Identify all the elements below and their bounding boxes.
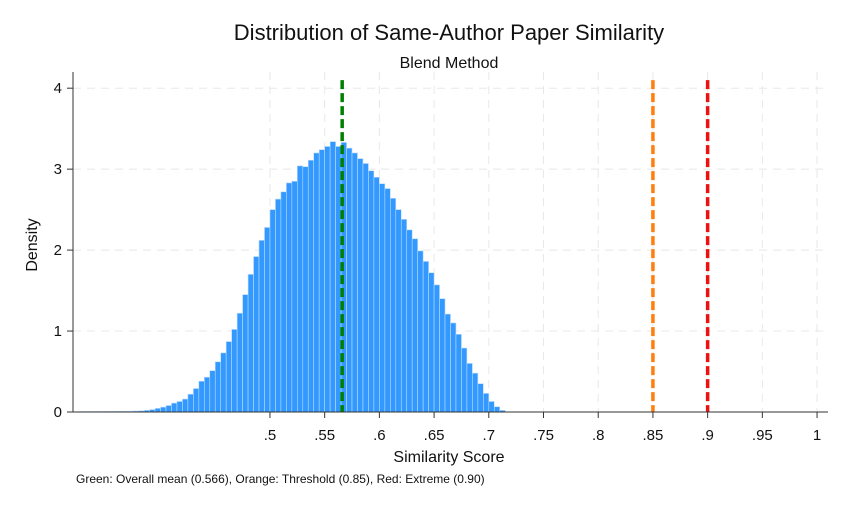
histogram-bar bbox=[395, 209, 402, 413]
histogram-bar bbox=[187, 393, 194, 413]
histogram-bar bbox=[275, 198, 282, 413]
histogram-bar bbox=[242, 294, 249, 413]
histogram-bar bbox=[236, 312, 243, 413]
histogram-bar bbox=[214, 361, 222, 413]
histogram-bar bbox=[400, 219, 408, 413]
histogram-bar bbox=[351, 152, 358, 413]
histogram-bar bbox=[247, 274, 254, 413]
x-tick-label: .8 bbox=[592, 427, 605, 444]
histogram-bar bbox=[313, 152, 320, 413]
histogram-bar bbox=[357, 158, 364, 413]
x-tick-label: .5 bbox=[264, 427, 277, 444]
histogram-bar bbox=[493, 406, 501, 413]
histogram-bar bbox=[439, 298, 446, 413]
histogram-bar bbox=[258, 240, 265, 413]
histogram-bar bbox=[488, 401, 495, 413]
histogram-bar bbox=[264, 227, 271, 413]
histogram-bar bbox=[171, 402, 178, 413]
histogram-bar bbox=[362, 163, 369, 413]
x-tick-label: .9 bbox=[701, 427, 714, 444]
x-tick-label: .7 bbox=[483, 427, 496, 444]
y-axis-label: Density bbox=[24, 218, 41, 271]
x-axis-label: Similarity Score bbox=[393, 449, 504, 466]
histogram-bar bbox=[329, 141, 336, 413]
histogram-bar bbox=[368, 170, 375, 413]
histogram-bar bbox=[307, 159, 315, 413]
x-tick-label: .65 bbox=[424, 427, 445, 444]
x-tick-label: 1 bbox=[813, 427, 821, 444]
histogram-bar bbox=[433, 284, 440, 413]
histogram-bar bbox=[269, 209, 276, 413]
histogram-bar bbox=[220, 352, 227, 413]
chart-note: Green: Overall mean (0.566), Orange: Thr… bbox=[76, 472, 485, 486]
histogram-bar bbox=[204, 376, 211, 413]
axes bbox=[72, 72, 828, 413]
histogram-bar bbox=[198, 380, 205, 413]
y-tick-label: 3 bbox=[54, 161, 62, 178]
histogram-bar bbox=[286, 182, 293, 413]
histogram-bar bbox=[280, 191, 287, 413]
histogram-bar bbox=[417, 250, 424, 413]
histogram-bar bbox=[160, 406, 167, 413]
x-tick-label: .85 bbox=[642, 427, 663, 444]
x-tick-label: .6 bbox=[373, 427, 386, 444]
y-tick-label: 0 bbox=[54, 404, 62, 421]
histogram-bar bbox=[176, 401, 183, 413]
histogram-bar bbox=[193, 388, 200, 413]
histogram-bar bbox=[231, 329, 238, 413]
histogram-bar bbox=[297, 165, 304, 413]
histogram-bar bbox=[411, 238, 418, 413]
histogram-bar bbox=[384, 188, 391, 413]
histogram-bar bbox=[165, 405, 172, 413]
histogram-bar bbox=[154, 408, 161, 413]
histogram-bar bbox=[291, 180, 298, 413]
histogram-bar bbox=[466, 363, 473, 413]
histogram-bar bbox=[182, 398, 189, 413]
x-tick-label: .55 bbox=[314, 427, 335, 444]
histogram-bar bbox=[335, 146, 342, 413]
x-axis-ticks: .5 .55 .6 .65 .7 .75 .8 .85 .9 .95 1 bbox=[264, 412, 821, 444]
histogram-bar bbox=[373, 176, 380, 413]
histogram-bar bbox=[472, 372, 479, 413]
reference-lines bbox=[340, 80, 710, 412]
histogram-bar bbox=[461, 347, 468, 413]
y-tick-label: 2 bbox=[54, 242, 62, 259]
histogram-bar bbox=[318, 149, 325, 413]
x-tick-label: .95 bbox=[752, 427, 773, 444]
histogram-bar bbox=[450, 322, 457, 413]
histogram-bar bbox=[346, 147, 353, 413]
histogram-bar bbox=[483, 393, 490, 413]
histogram-bar bbox=[302, 166, 309, 413]
y-tick-label: 1 bbox=[54, 323, 62, 340]
histogram-bar bbox=[428, 272, 435, 413]
histogram-bar bbox=[406, 229, 413, 413]
histogram-bar bbox=[379, 183, 386, 413]
histogram-bar bbox=[455, 333, 462, 413]
chart-subtitle: Blend Method bbox=[400, 55, 499, 72]
histogram-bar bbox=[225, 341, 232, 413]
histogram-bar bbox=[209, 370, 216, 413]
y-tick-label: 4 bbox=[54, 80, 62, 97]
histogram-bar bbox=[253, 256, 260, 413]
histogram-bar bbox=[444, 313, 451, 413]
histogram-bar bbox=[390, 197, 397, 413]
histogram-bar bbox=[477, 383, 484, 413]
histogram-bar bbox=[324, 146, 331, 413]
histogram-bar bbox=[422, 261, 429, 413]
histogram-bars bbox=[78, 141, 506, 413]
chart-title: Distribution of Same-Author Paper Simila… bbox=[234, 20, 664, 45]
x-tick-label: .75 bbox=[533, 427, 554, 444]
y-axis-ticks: 0 1 2 3 4 bbox=[54, 80, 73, 421]
